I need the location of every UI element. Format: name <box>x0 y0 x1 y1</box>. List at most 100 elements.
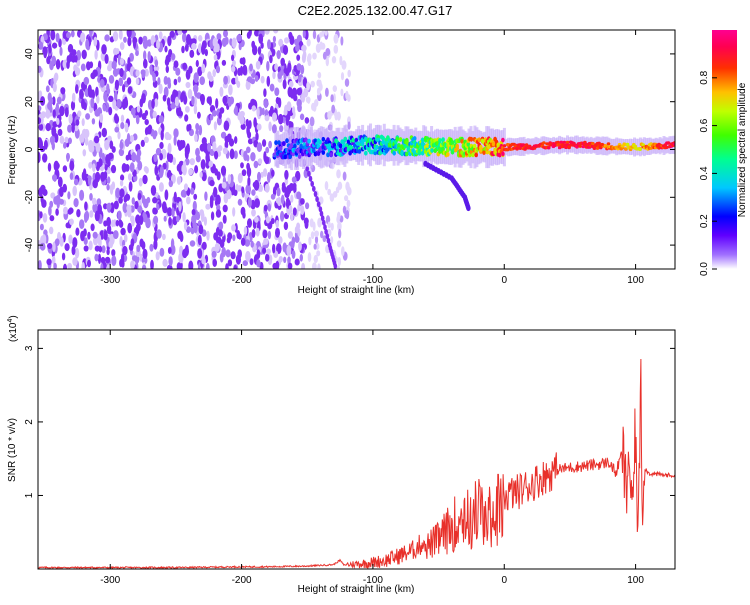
noise-cell <box>180 93 184 103</box>
noise-cell <box>47 243 53 249</box>
noise-cell <box>120 114 125 123</box>
noise-cell <box>292 106 296 115</box>
noise-cell <box>269 83 275 92</box>
noise-cell <box>138 205 143 214</box>
noise-cell <box>263 204 268 212</box>
noise-cell <box>136 105 141 113</box>
x-tick-label: 0 <box>501 275 507 286</box>
noise-cell <box>62 165 68 173</box>
noise-cell <box>113 230 119 240</box>
noise-cell <box>75 84 79 94</box>
noise-cell <box>327 221 331 229</box>
noise-cell <box>195 147 200 157</box>
noise-cell <box>279 125 284 133</box>
y-tick-label: -40 <box>24 237 35 252</box>
signal-halo <box>510 138 514 156</box>
noise-cell <box>83 245 89 252</box>
noise-cell <box>43 33 48 41</box>
signal-cell <box>446 152 450 157</box>
noise-cell <box>264 183 270 193</box>
noise-cell <box>191 209 196 216</box>
noise-cell <box>186 143 190 154</box>
noise-cell <box>214 168 219 176</box>
signal-cell <box>622 143 627 147</box>
streak-cell <box>312 185 316 192</box>
noise-cell <box>127 222 133 234</box>
noise-cell <box>296 98 302 108</box>
noise-cell <box>95 86 99 98</box>
noise-cell <box>296 191 302 200</box>
noise-cell <box>93 135 100 144</box>
noise-cell <box>38 123 44 131</box>
multiplier-base: (x10 <box>8 322 19 342</box>
noise-cell <box>272 35 276 43</box>
noise-cell <box>139 98 144 108</box>
noise-cell <box>119 179 124 187</box>
noise-cell <box>182 248 188 259</box>
noise-cell <box>247 176 251 186</box>
signal-cell <box>299 143 304 149</box>
noise-cell <box>209 197 214 209</box>
signal-cell <box>441 137 445 143</box>
noise-cell <box>126 30 132 38</box>
noise-cell <box>267 39 271 50</box>
signal-cell <box>469 136 474 142</box>
colorbar-tick-label: 0.0 <box>699 262 710 276</box>
signal-cell <box>420 150 425 156</box>
signal-cell <box>338 143 343 149</box>
noise-cell <box>47 101 53 111</box>
noise-cell <box>142 35 148 42</box>
noise-cell <box>275 96 280 105</box>
noise-cell <box>302 77 307 87</box>
noise-cell <box>120 174 125 181</box>
noise-cell <box>310 231 315 240</box>
noise-cell <box>231 66 236 73</box>
noise-cell <box>287 86 293 98</box>
y-tick-label: 2 <box>24 419 35 425</box>
noise-cell <box>256 249 261 259</box>
signal-cell <box>524 143 529 147</box>
noise-cell <box>111 60 117 70</box>
noise-cell <box>42 46 48 56</box>
y-tick-label: 20 <box>24 96 35 108</box>
noise-cell <box>186 34 191 45</box>
noise-cell <box>312 221 316 232</box>
signal-cell <box>597 141 601 145</box>
noise-cell <box>92 163 96 173</box>
noise-cell <box>51 255 56 265</box>
noise-cell <box>331 56 337 64</box>
noise-cell <box>194 165 199 174</box>
noise-cell <box>219 86 224 97</box>
noise-cell <box>72 237 78 248</box>
signal-cell <box>450 140 455 145</box>
noise-cell <box>63 263 67 269</box>
noise-cell <box>42 153 48 163</box>
noise-cell <box>254 30 260 37</box>
signal-cell <box>277 140 281 146</box>
noise-cell <box>314 230 319 237</box>
noise-cell <box>192 200 197 212</box>
noise-cell <box>307 252 312 263</box>
noise-cell <box>330 222 334 231</box>
noise-cell <box>255 60 261 70</box>
noise-cell <box>107 176 111 184</box>
noise-cell <box>156 39 160 50</box>
noise-cell <box>283 256 287 263</box>
signal-cell <box>307 138 311 144</box>
noise-cell <box>308 236 312 246</box>
noise-cell <box>67 208 73 215</box>
signal-cell <box>441 146 445 152</box>
noise-cell <box>55 102 60 112</box>
noise-cell <box>240 149 244 158</box>
noise-cell <box>299 253 303 262</box>
noise-cell <box>114 126 120 133</box>
noise-cell <box>222 95 228 105</box>
noise-cell <box>251 229 256 238</box>
noise-cell <box>265 253 270 262</box>
noise-cell <box>164 45 168 53</box>
noise-cell <box>180 189 186 198</box>
noise-cell <box>74 247 80 259</box>
noise-cell <box>301 53 306 64</box>
noise-cell <box>245 250 251 262</box>
